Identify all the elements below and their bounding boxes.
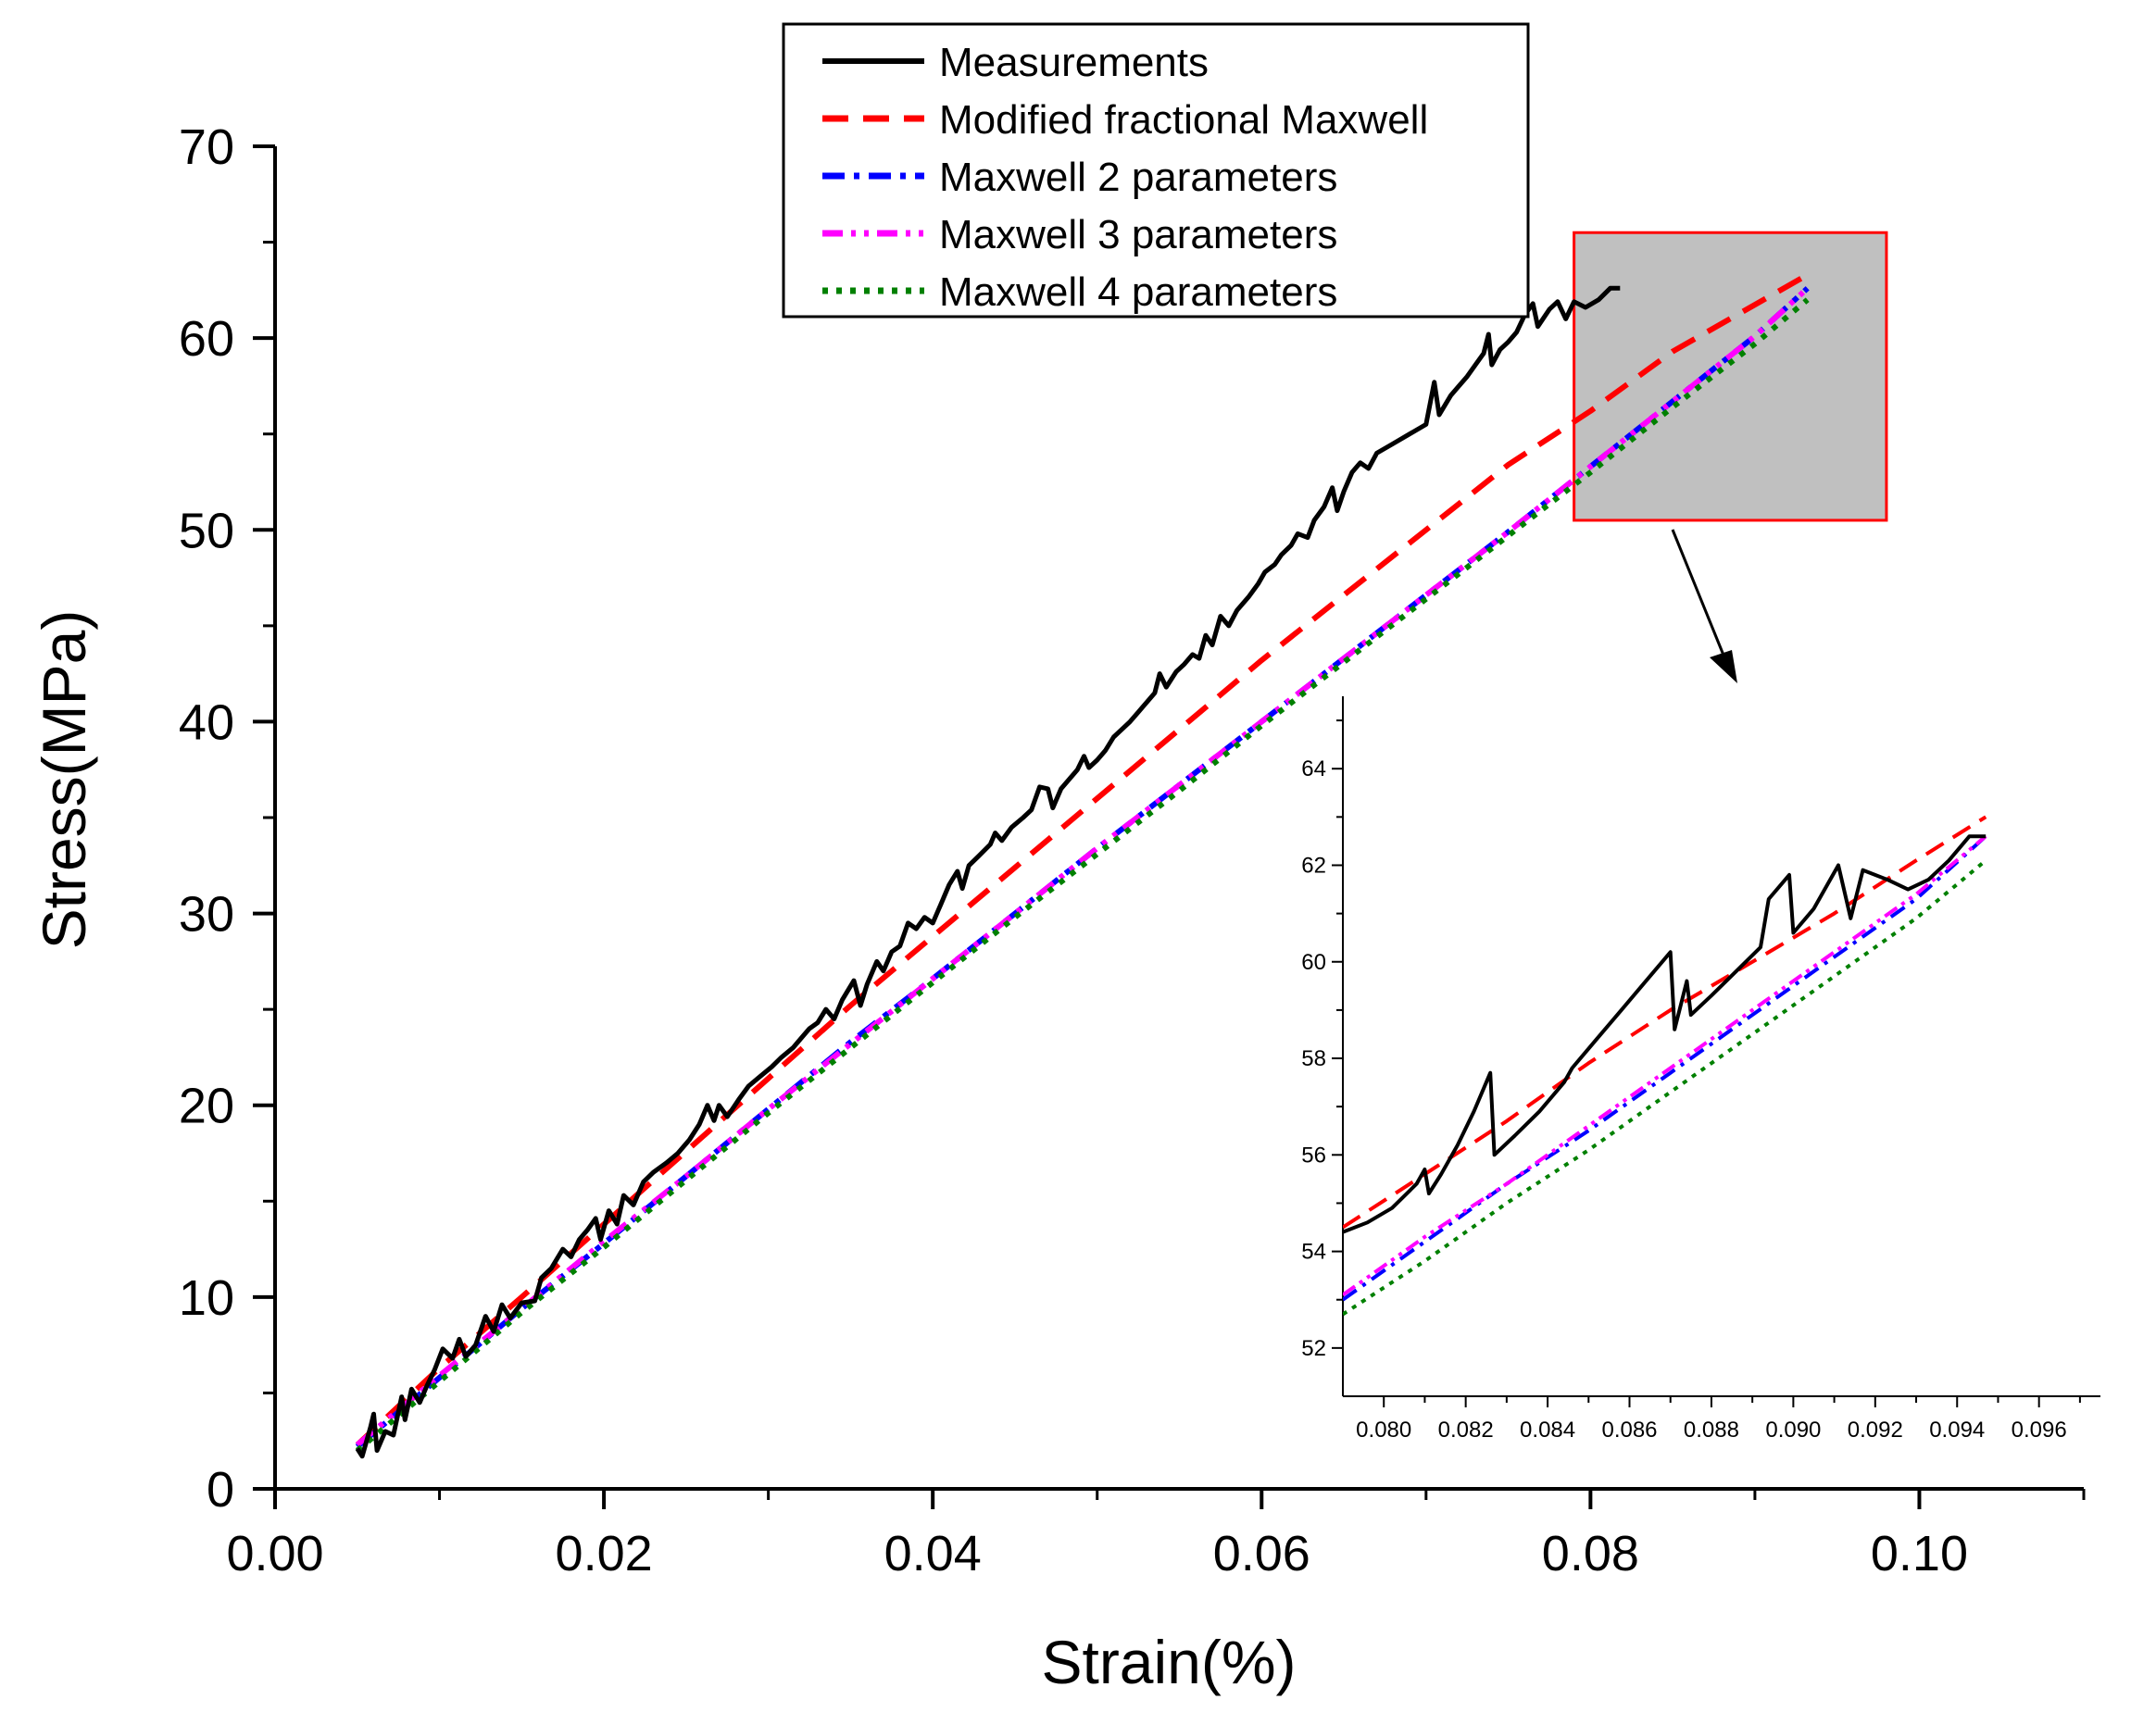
y-tick-label: 50 [179, 503, 234, 558]
x-tick-label: 0.08 [1542, 1526, 1639, 1581]
inset-series-line-4 [1343, 834, 1987, 1297]
legend-label-4: Maxwell 3 parameters [939, 212, 1337, 257]
inset-y-tick-label: 64 [1301, 756, 1326, 781]
y-tick-label: 20 [179, 1079, 234, 1134]
zoom-arrow-head [1710, 650, 1737, 683]
inset-x-tick-label: 0.092 [1848, 1418, 1903, 1443]
inset-series-line-3 [1343, 834, 1987, 1302]
inset-background [1343, 696, 2100, 1396]
y-axis-title: Stress(MPa) [30, 610, 98, 950]
inset-x-tick-label: 0.086 [1601, 1418, 1657, 1443]
inset-x-tick-label: 0.082 [1438, 1418, 1494, 1443]
legend-label-2: Modified fractional Maxwell [939, 97, 1428, 143]
y-tick-label: 70 [179, 119, 234, 175]
inset-y-tick-label: 58 [1301, 1046, 1326, 1071]
zoom-arrow-line [1671, 529, 1726, 658]
legend-box [782, 22, 1530, 319]
legend-label-1: Measurements [939, 40, 1209, 85]
inset-y-tick-label: 60 [1301, 950, 1326, 975]
inset-plot: 0.080 0.082 0.084 0.086 0.088 0.090 0.092 0.094… [1301, 696, 2100, 1443]
inset-y-tick-label: 56 [1301, 1143, 1326, 1168]
x-tick-label: 0.10 [1871, 1526, 1968, 1581]
inset-x-tick-label: 0.084 [1520, 1418, 1575, 1443]
inset-series-group [1343, 815, 1987, 1317]
x-tick-label: 0.00 [226, 1526, 323, 1581]
inset-y-tick-label: 62 [1301, 853, 1326, 878]
x-tick-label: 0.02 [556, 1526, 653, 1581]
legend: Measurements Modified fractional Maxwell M… [782, 22, 1530, 319]
inset-x-tick-label: 0.088 [1684, 1418, 1739, 1443]
inset-x-tick-label: 0.096 [2012, 1418, 2067, 1443]
y-tick-label: 60 [179, 311, 234, 367]
inset-x-tick-label: 0.094 [1929, 1418, 1985, 1443]
y-tick-label: 40 [179, 694, 234, 750]
x-axis-title: Strain(%) [1041, 1628, 1296, 1696]
inset-y-tick-label: 54 [1301, 1240, 1326, 1265]
legend-label-3: Maxwell 2 parameters [939, 155, 1337, 200]
x-tick-label: 0.06 [1213, 1526, 1310, 1581]
series-line-4 [355, 286, 1810, 1447]
inset-series-line-1 [1343, 834, 1987, 1234]
series-line-5 [355, 297, 1810, 1453]
y-tick-label: 10 [179, 1270, 234, 1326]
y-tick-label: 30 [179, 887, 234, 943]
legend-label-5: Maxwell 4 parameters [939, 269, 1337, 315]
series-line-1 [355, 285, 1621, 1459]
highlight-box [1573, 231, 1888, 522]
y-tick-label: 0 [207, 1462, 234, 1518]
x-tick-label: 0.04 [884, 1526, 982, 1581]
inset-x-tick-label: 0.090 [1765, 1418, 1821, 1443]
inset-y-tick-label: 52 [1301, 1336, 1326, 1361]
series-line-2 [355, 272, 1810, 1447]
inset-x-tick-label: 0.080 [1356, 1418, 1411, 1443]
main-plot: 0.00 0.02 0.04 0.06 0.08 0.10 0 10 20 30 40 50 60 70 [179, 119, 2086, 1581]
